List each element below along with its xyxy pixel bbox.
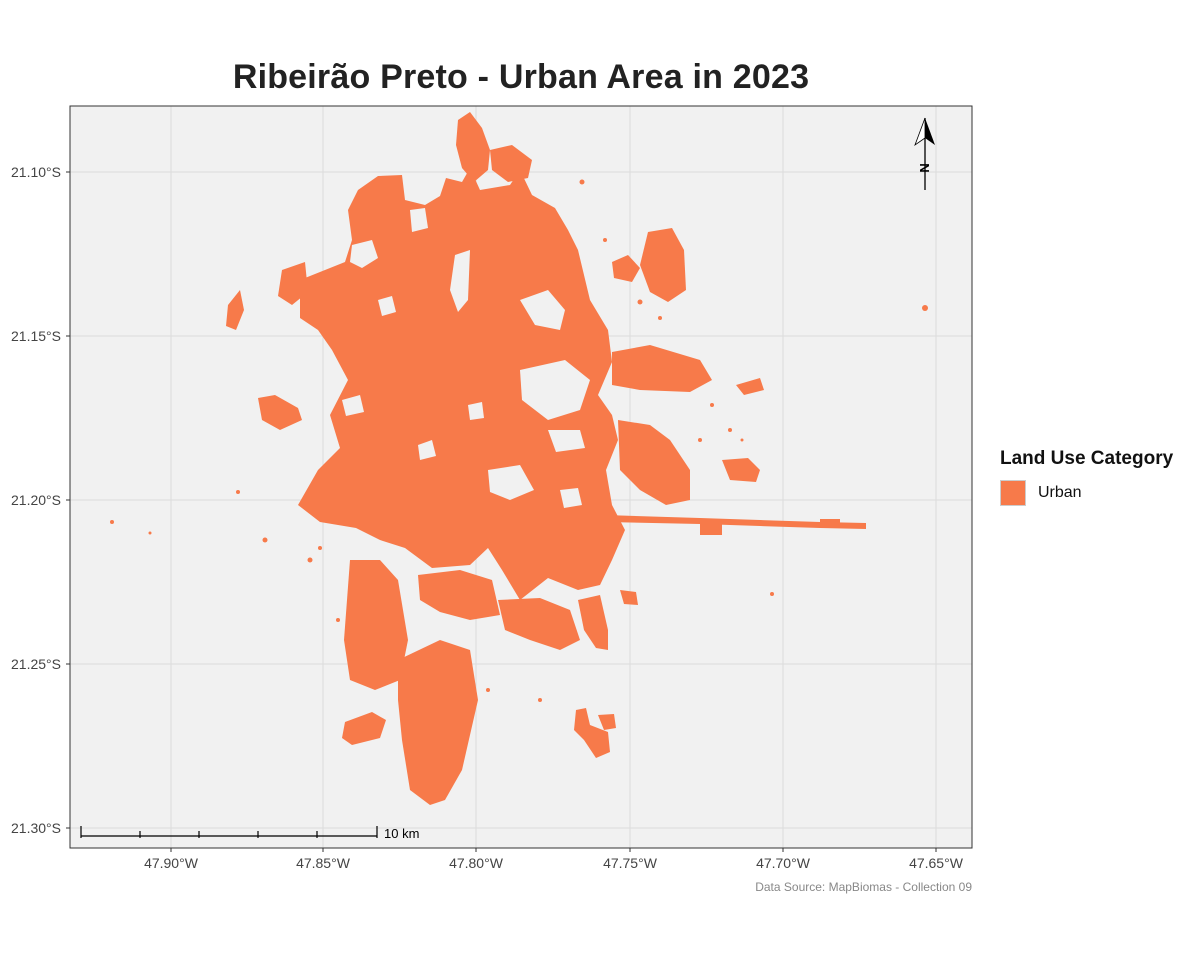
urban-polygon-south-4 (498, 598, 580, 650)
urban-gap (418, 440, 436, 460)
urban-speck (336, 618, 340, 622)
urban-speck (740, 438, 744, 442)
map-title: Ribeirão Preto - Urban Area in 2023 (232, 58, 810, 96)
x-tick-label: 47.75°W (603, 855, 658, 871)
urban-gap (350, 240, 378, 268)
urban-gaps (342, 208, 590, 508)
urban-gap (342, 395, 364, 416)
urban-polygon-south-8 (598, 714, 616, 730)
x-tick-label: 47.70°W (756, 855, 811, 871)
urban-polygon-east-2 (612, 345, 712, 392)
urban-polygon-east-1 (640, 228, 686, 302)
y-tick-label: 21.15°S (11, 328, 61, 344)
urban-speck (148, 531, 152, 535)
map-frame (69, 105, 973, 849)
urban-polygon-south-7 (574, 708, 610, 758)
urban-area (110, 112, 928, 805)
urban-speck (110, 520, 114, 524)
urban-speck (770, 592, 774, 596)
urban-polygon-road (605, 515, 866, 529)
legend-item: Urban (1000, 480, 1173, 506)
urban-speck (728, 428, 732, 432)
legend-swatch-urban (1000, 480, 1026, 506)
y-tick-label: 21.30°S (11, 820, 61, 836)
legend: Land Use Category Urban (1000, 448, 1173, 506)
urban-speck (579, 179, 585, 185)
urban-polygon-east-5 (612, 255, 640, 282)
scale-bar (80, 826, 378, 838)
urban-speck (710, 403, 714, 407)
urban-speck (603, 238, 607, 242)
urban-speck (307, 557, 313, 563)
urban-polygon-west (278, 262, 308, 305)
urban-polygon-east-3 (618, 420, 690, 505)
urban-polygon-west-small (226, 290, 244, 330)
north-arrow-icon: N (914, 117, 935, 190)
urban-speck (637, 299, 643, 305)
urban-polygon-north (456, 112, 490, 182)
urban-speck (486, 688, 490, 692)
urban-gap (410, 208, 428, 232)
urban-speck (236, 490, 240, 494)
urban-polygon-main (298, 168, 625, 600)
urban-gap (548, 430, 585, 452)
y-tick-label: 21.10°S (11, 164, 61, 180)
urban-polygon-north-2 (490, 145, 532, 182)
legend-label: Urban (1038, 484, 1082, 501)
urban-polygon-south-9 (620, 590, 638, 605)
urban-polygon-south-1 (344, 560, 408, 690)
urban-polygon-road-3 (820, 519, 840, 527)
urban-speck (658, 316, 662, 320)
urban-gap (450, 250, 470, 312)
scale-bar-label: 10 km (384, 826, 419, 841)
urban-gap (520, 290, 565, 330)
urban-polygon-south-2 (398, 640, 478, 805)
urban-gap (520, 360, 590, 420)
x-tick-label: 47.85°W (296, 855, 351, 871)
urban-gap (378, 296, 396, 316)
urban-polygon-south-6 (342, 712, 386, 745)
urban-speck (698, 438, 702, 442)
urban-polygon-south-3 (418, 570, 500, 620)
urban-speck (418, 518, 422, 522)
x-tick-label: 47.65°W (909, 855, 964, 871)
urban-speck (262, 537, 268, 543)
urban-polygon-road-2 (700, 522, 722, 535)
urban-speck (922, 305, 928, 311)
urban-polygon-west-2 (258, 395, 302, 430)
x-axis-labels: 47.90°W 47.85°W 47.80°W 47.75°W 47.70°W … (144, 855, 964, 871)
urban-gap (468, 402, 484, 420)
y-axis-labels: 21.10°S 21.15°S 21.20°S 21.25°S 21.30°S (11, 164, 61, 836)
urban-polygon-east-6 (736, 378, 764, 395)
x-tick-label: 47.80°W (449, 855, 504, 871)
x-tick-label: 47.90°W (144, 855, 199, 871)
urban-gap (488, 465, 534, 500)
legend-title: Land Use Category (1000, 448, 1174, 469)
axis-ticks (66, 171, 937, 852)
y-tick-label: 21.20°S (11, 492, 61, 508)
urban-polygon-east-4 (722, 458, 760, 482)
urban-gap (560, 488, 582, 508)
urban-speck (318, 546, 322, 550)
data-source-caption: Data Source: MapBiomas - Collection 09 (755, 880, 972, 894)
north-label: N (917, 163, 932, 172)
y-tick-label: 21.25°S (11, 656, 61, 672)
urban-speck (538, 698, 542, 702)
urban-polygon-south-5 (578, 595, 608, 650)
